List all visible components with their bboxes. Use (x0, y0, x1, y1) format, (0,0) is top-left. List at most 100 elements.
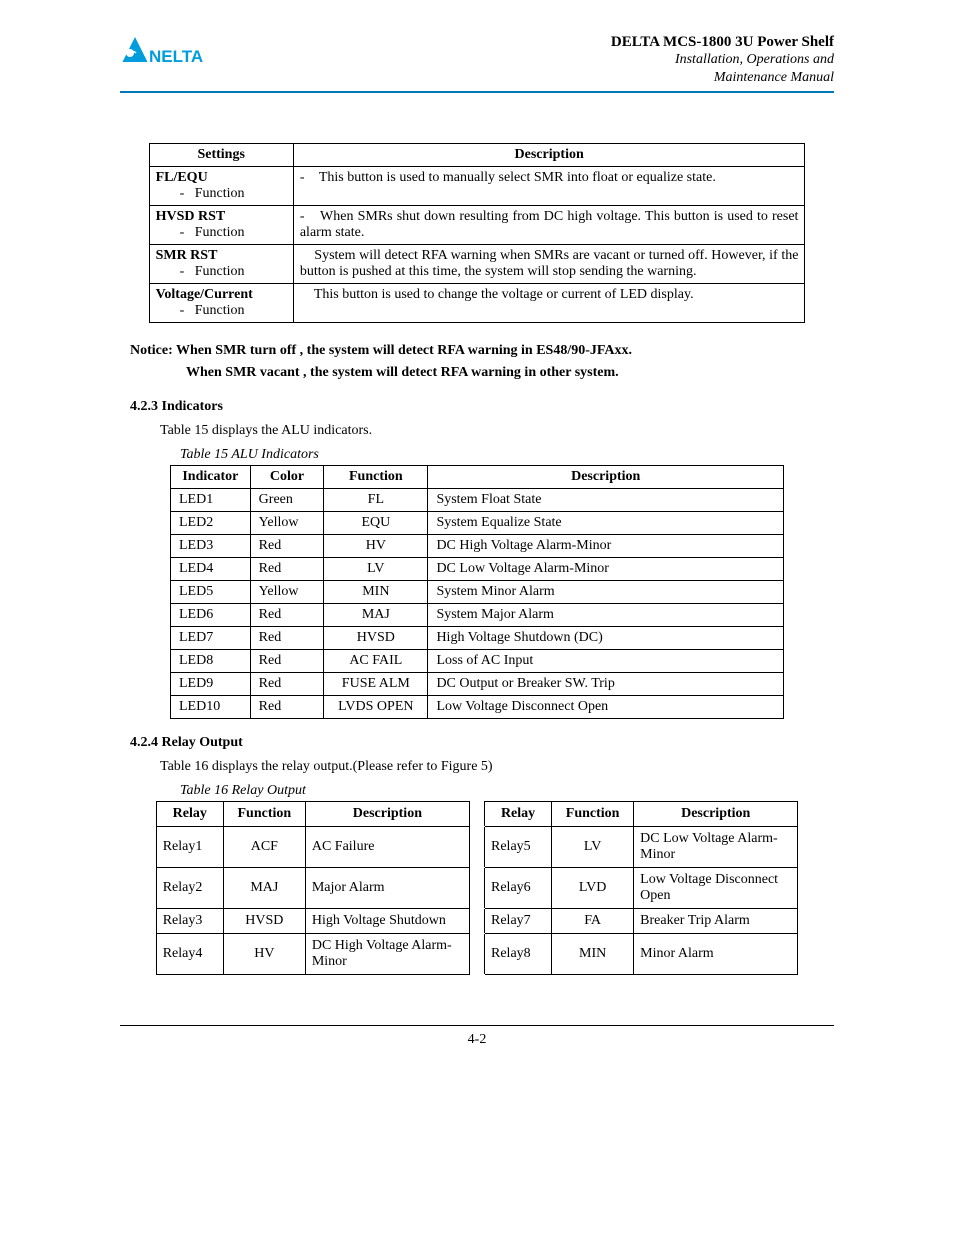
ind-header-1: Color (250, 466, 324, 489)
settings-row: SMR RST- Function System will detect RFA… (149, 245, 805, 284)
settings-row-sub: - Function (156, 225, 287, 241)
settings-cell-desc: - When SMRs shut down resulting from DC … (293, 206, 805, 245)
doc-subtitle-1: Installation, Operations and (611, 51, 834, 69)
relay-header-1: Function (223, 802, 305, 827)
indicator-cell: LED3 (170, 535, 250, 558)
relay-gap (469, 868, 484, 909)
relay-cell: DC High Voltage Alarm-Minor (305, 934, 469, 975)
indicator-cell: LED2 (170, 512, 250, 535)
indicator-cell: High Voltage Shutdown (DC) (428, 627, 784, 650)
relay-header-2: Description (305, 802, 469, 827)
relay-cell: Relay1 (156, 827, 223, 868)
section-424-header: 4.2.4 Relay Output (120, 735, 834, 751)
settings-row-label: SMR RST (156, 248, 287, 264)
relay-gap (469, 909, 484, 934)
settings-row: FL/EQU- Function- This button is used to… (149, 167, 805, 206)
settings-cell-label: Voltage/Current- Function (149, 284, 293, 323)
relay-gap (469, 827, 484, 868)
indicators-table: Indicator Color Function Description LED… (170, 465, 784, 719)
settings-row-sub: - Function (156, 264, 287, 280)
relay-cell: Major Alarm (305, 868, 469, 909)
relay-gap (469, 802, 484, 827)
indicator-cell: LED6 (170, 604, 250, 627)
indicator-cell: MIN (324, 581, 428, 604)
settings-row-sub: - Function (156, 303, 287, 319)
indicator-cell: System Major Alarm (428, 604, 784, 627)
indicator-cell: HV (324, 535, 428, 558)
page-number: 4-2 (468, 1032, 487, 1047)
indicator-cell: Low Voltage Disconnect Open (428, 696, 784, 719)
relay-cell: Relay8 (485, 934, 552, 975)
settings-row-label: HVSD RST (156, 209, 287, 225)
indicator-row: LED2YellowEQUSystem Equalize State (170, 512, 783, 535)
relay-cell: FA (552, 909, 634, 934)
indicator-cell: FL (324, 489, 428, 512)
settings-row: HVSD RST- Function- When SMRs shut down … (149, 206, 805, 245)
indicator-cell: Red (250, 650, 324, 673)
settings-cell-label: HVSD RST- Function (149, 206, 293, 245)
section-423-intro: Table 15 displays the ALU indicators. (120, 423, 834, 439)
relay-cell: Breaker Trip Alarm (634, 909, 798, 934)
settings-cell-desc: System will detect RFA warning when SMRs… (293, 245, 805, 284)
ind-header-3: Description (428, 466, 784, 489)
relay-table: Relay Function Description Relay Functio… (156, 801, 799, 975)
indicator-cell: LED9 (170, 673, 250, 696)
delta-logo-icon: NELTA (120, 32, 210, 82)
indicator-cell: Green (250, 489, 324, 512)
relay-cell: Minor Alarm (634, 934, 798, 975)
notice-line-2: When SMR vacant , the system will detect… (120, 365, 834, 381)
relay-cell: Relay5 (485, 827, 552, 868)
doc-title: DELTA MCS-1800 3U Power Shelf (611, 34, 834, 51)
indicator-cell: DC Output or Breaker SW. Trip (428, 673, 784, 696)
indicator-row: LED4RedLVDC Low Voltage Alarm-Minor (170, 558, 783, 581)
settings-row: Voltage/Current- Function This button is… (149, 284, 805, 323)
indicator-cell: System Float State (428, 489, 784, 512)
relay-cell: HVSD (223, 909, 305, 934)
indicator-cell: EQU (324, 512, 428, 535)
settings-cell-desc: - This button is used to manually select… (293, 167, 805, 206)
indicator-cell: MAJ (324, 604, 428, 627)
relay-cell: LVD (552, 868, 634, 909)
settings-row-label: FL/EQU (156, 170, 287, 186)
indicator-row: LED7RedHVSDHigh Voltage Shutdown (DC) (170, 627, 783, 650)
indicator-cell: FUSE ALM (324, 673, 428, 696)
relay-header-5: Description (634, 802, 798, 827)
relay-gap (469, 934, 484, 975)
indicator-cell: DC Low Voltage Alarm-Minor (428, 558, 784, 581)
settings-cell-desc: This button is used to change the voltag… (293, 284, 805, 323)
settings-table: Settings Description FL/EQU- Function- T… (149, 143, 806, 323)
logo: NELTA (120, 32, 210, 87)
indicator-cell: DC High Voltage Alarm-Minor (428, 535, 784, 558)
relay-cell: DC Low Voltage Alarm-Minor (634, 827, 798, 868)
relay-header-3: Relay (485, 802, 552, 827)
relay-cell: AC Failure (305, 827, 469, 868)
indicator-cell: AC FAIL (324, 650, 428, 673)
indicator-cell: LVDS OPEN (324, 696, 428, 719)
relay-cell: MAJ (223, 868, 305, 909)
settings-cell-label: SMR RST- Function (149, 245, 293, 284)
doc-subtitle-2: Maintenance Manual (611, 69, 834, 87)
settings-row-sub: - Function (156, 186, 287, 202)
indicator-cell: LED4 (170, 558, 250, 581)
header-text: DELTA MCS-1800 3U Power Shelf Installati… (611, 34, 834, 87)
settings-cell-label: FL/EQU- Function (149, 167, 293, 206)
svg-text:NELTA: NELTA (149, 47, 203, 66)
page-header: NELTA DELTA MCS-1800 3U Power Shelf Inst… (120, 32, 834, 93)
indicator-cell: System Equalize State (428, 512, 784, 535)
relay-row: Relay2MAJMajor AlarmRelay6LVDLow Voltage… (156, 868, 798, 909)
indicator-cell: Red (250, 558, 324, 581)
relay-header-4: Function (552, 802, 634, 827)
settings-row-label: Voltage/Current (156, 287, 287, 303)
indicator-cell: LED8 (170, 650, 250, 673)
notice-line-1: Notice: When SMR turn off , the system w… (120, 343, 834, 359)
relay-cell: MIN (552, 934, 634, 975)
settings-header-1: Description (293, 144, 805, 167)
indicator-cell: LV (324, 558, 428, 581)
indicator-cell: Red (250, 673, 324, 696)
indicator-row: LED9RedFUSE ALMDC Output or Breaker SW. … (170, 673, 783, 696)
relay-row: Relay3HVSDHigh Voltage ShutdownRelay7FAB… (156, 909, 798, 934)
indicator-cell: Yellow (250, 581, 324, 604)
relay-row: Relay4HVDC High Voltage Alarm-MinorRelay… (156, 934, 798, 975)
table-16-caption: Table 16 Relay Output (120, 783, 834, 799)
indicator-cell: Yellow (250, 512, 324, 535)
